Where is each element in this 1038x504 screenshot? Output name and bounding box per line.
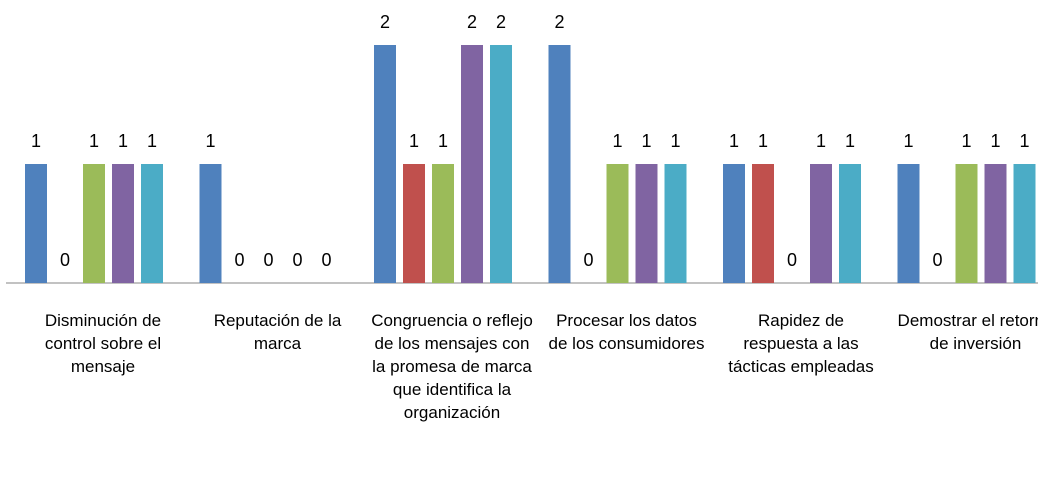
data-label: 0 — [787, 250, 797, 270]
data-label: 2 — [496, 12, 506, 32]
bar — [112, 164, 134, 283]
data-label: 1 — [612, 131, 622, 151]
bar — [141, 164, 163, 283]
bar — [490, 45, 512, 283]
x-tick-label: Procesar los datos de los consumidores — [548, 311, 705, 353]
bar — [984, 164, 1007, 283]
data-label: 1 — [409, 131, 419, 151]
data-label: 1 — [729, 131, 739, 151]
data-label: 0 — [583, 250, 593, 270]
bar — [664, 164, 687, 283]
x-tick-label: Demostrar el retorno de inversión — [897, 311, 1038, 353]
bar — [25, 164, 47, 283]
data-label: 1 — [670, 131, 680, 151]
bar — [403, 164, 425, 283]
bar — [374, 45, 396, 283]
data-label: 1 — [903, 131, 913, 151]
bar — [1013, 164, 1036, 283]
data-label: 2 — [380, 12, 390, 32]
x-tick-label: Rapidez de respuesta a las tácticas empl… — [728, 311, 874, 376]
data-label: 0 — [321, 250, 331, 270]
data-label: 0 — [932, 250, 942, 270]
data-label: 1 — [758, 131, 768, 151]
x-tick-label: Disminución de control sobre el mensaje — [44, 311, 162, 376]
bar — [83, 164, 105, 283]
bar — [199, 164, 222, 283]
bar — [839, 164, 861, 283]
bar — [810, 164, 832, 283]
bar — [897, 164, 920, 283]
data-label: 1 — [118, 131, 128, 151]
data-label: 0 — [234, 250, 244, 270]
bar — [432, 164, 454, 283]
x-tick-label: Congruencia o reflejo de los mensajes co… — [371, 311, 533, 422]
data-label: 0 — [60, 250, 70, 270]
bar — [548, 45, 571, 283]
data-label: 1 — [1019, 131, 1029, 151]
bar — [461, 45, 483, 283]
data-label: 1 — [438, 131, 448, 151]
data-label: 0 — [263, 250, 273, 270]
bar — [606, 164, 629, 283]
data-label: 1 — [845, 131, 855, 151]
data-label: 1 — [205, 131, 215, 151]
data-label: 1 — [147, 131, 157, 151]
data-label: 1 — [961, 131, 971, 151]
bar — [955, 164, 978, 283]
data-label: 1 — [89, 131, 99, 151]
x-tick-label: Reputación de la marca — [213, 311, 342, 353]
data-label: 1 — [990, 131, 1000, 151]
data-label: 0 — [292, 250, 302, 270]
data-label: 1 — [816, 131, 826, 151]
bar — [635, 164, 658, 283]
bar — [752, 164, 774, 283]
data-label: 1 — [31, 131, 41, 151]
data-label: 2 — [554, 12, 564, 32]
data-label: 1 — [641, 131, 651, 151]
bar — [723, 164, 745, 283]
data-label: 2 — [467, 12, 477, 32]
